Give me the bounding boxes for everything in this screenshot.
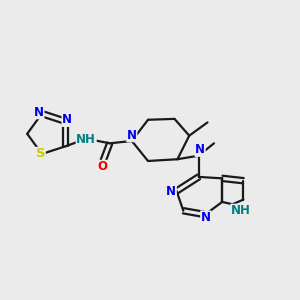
Text: S: S [36,148,45,160]
Text: N: N [34,106,44,119]
Text: N: N [127,129,137,142]
Text: O: O [98,160,108,173]
Text: NH: NH [76,133,96,146]
Text: N: N [195,143,205,156]
Text: N: N [62,113,72,126]
Text: N: N [201,211,211,224]
Text: NH: NH [231,204,251,217]
Text: N: N [166,184,176,197]
